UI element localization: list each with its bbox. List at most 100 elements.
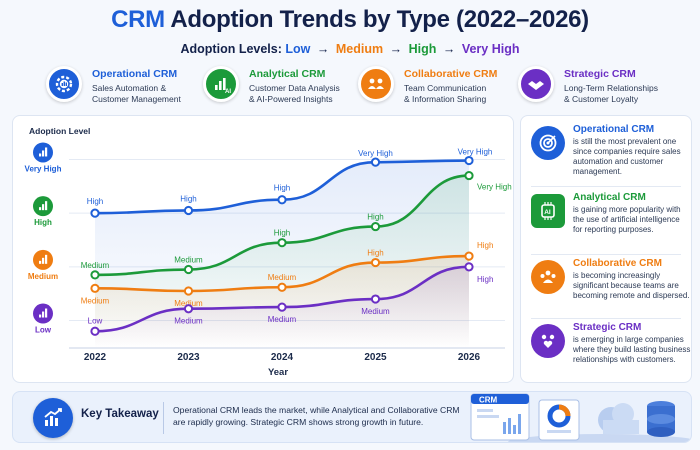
insight-name: Operational CRM	[573, 124, 655, 135]
divider	[531, 254, 681, 255]
insight-operational: Operational CRM is still the most preval…	[527, 122, 687, 184]
arrow-icon: →	[316, 42, 330, 56]
team-icon	[358, 66, 394, 102]
insight-description: is emerging in large companies where the…	[573, 335, 691, 364]
icon-bar	[45, 254, 48, 264]
data-label: Medium	[81, 261, 110, 270]
data-point	[90, 208, 100, 218]
insight-description: is gaining more popularity with the use …	[573, 205, 681, 234]
insight-description: is becoming increasingly significant bec…	[573, 271, 690, 300]
level-very-high: Very High	[461, 42, 520, 56]
arrow-icon: →	[442, 42, 456, 56]
icon-bar	[39, 207, 42, 211]
data-label: Medium	[81, 296, 110, 305]
data-label: Very High	[458, 148, 493, 157]
icon-bar	[42, 150, 45, 157]
data-label: High	[87, 197, 103, 206]
data-label: Medium	[174, 256, 203, 265]
icon-bar	[45, 147, 48, 157]
data-label: Medium	[361, 307, 390, 316]
data-point	[90, 283, 100, 293]
icon-bar	[45, 308, 48, 318]
x-axis-title: Year	[268, 367, 288, 378]
icon-bar	[39, 260, 42, 264]
type-name: Collaborative CRM	[404, 68, 498, 80]
data-point	[183, 304, 194, 314]
adoption-line-chart: Adoption Level Low Medium High Very High 2022…	[25, 126, 512, 378]
type-operational: Operational CRM Sales Automation & Custom…	[46, 64, 206, 108]
team-icon	[531, 260, 565, 294]
type-analytical: AI Analytical CRM Customer Data Analysis…	[203, 64, 363, 108]
handshake-icon	[518, 66, 554, 102]
page-title: CRM Adoption Trends by Type (2022–2026)	[0, 6, 700, 34]
y-tick-label: Very High	[25, 164, 62, 173]
x-tick-label: 2025	[364, 352, 387, 363]
data-point	[370, 257, 381, 268]
type-description: Customer Data Analysis & AI-Powered Insig…	[249, 83, 340, 104]
title-accent: CRM	[111, 6, 165, 33]
type-name: Operational CRM	[92, 68, 178, 80]
svg-text:AI: AI	[225, 89, 231, 95]
icon-bar	[42, 204, 45, 211]
series-line	[93, 174, 471, 277]
data-label: Medium	[268, 273, 297, 282]
data-point	[277, 238, 287, 248]
data-label: Very High	[358, 149, 393, 158]
takeaway-label: Key Takeaway	[81, 408, 159, 420]
insight-collaborative: Collaborative CRM is becoming increasing…	[527, 256, 690, 318]
growth-chart-icon	[33, 398, 73, 438]
divider	[531, 186, 681, 187]
gear-chart-icon	[46, 66, 82, 102]
insight-description: is still the most prevalent one since co…	[573, 137, 681, 176]
data-point	[183, 286, 194, 296]
svg-text:AI: AI	[544, 209, 551, 216]
type-name: Strategic CRM	[564, 68, 636, 80]
data-label: Low	[88, 316, 103, 325]
insight-name: Strategic CRM	[573, 322, 642, 333]
data-point	[90, 326, 100, 336]
data-point	[277, 282, 287, 292]
y-tick-label: High	[34, 218, 52, 227]
adoption-levels-legend: Adoption Levels: Low → Medium → High → V…	[0, 42, 700, 56]
type-collaborative: Collaborative CRM Team Communication & In…	[358, 64, 518, 108]
data-point	[277, 302, 287, 312]
crm-label: CRM	[479, 396, 498, 405]
arrow-icon: →	[389, 42, 403, 56]
data-point	[464, 155, 474, 166]
data-label: High	[477, 241, 493, 250]
data-label: Medium	[268, 315, 297, 324]
type-description: Long-Term Relationships & Customer Loyalt…	[564, 83, 659, 104]
type-name: Analytical CRM	[249, 68, 326, 80]
data-label: Medium	[174, 317, 203, 326]
type-strategic: Strategic CRM Long-Term Relationships & C…	[518, 64, 678, 108]
level-medium: Medium	[335, 42, 384, 56]
key-takeaway-banner: Key Takeaway Operational CRM leads the m…	[12, 391, 692, 443]
data-label: High	[367, 213, 383, 222]
icon-bar	[42, 257, 45, 264]
x-tick-label: 2024	[271, 352, 294, 363]
takeaway-text: Operational CRM leads the market, while …	[173, 405, 460, 427]
type-description: Sales Automation & Customer Management	[92, 83, 181, 104]
data-point	[464, 170, 474, 181]
people-heart-icon	[531, 324, 565, 358]
chart-panel: Adoption Level Low Medium High Very High 2022…	[12, 115, 514, 383]
data-point	[370, 294, 381, 304]
data-label: High	[477, 275, 493, 284]
crm-type-legend: Operational CRM Sales Automation & Custom…	[46, 64, 690, 108]
x-tick-label: 2026	[458, 352, 481, 363]
ai-chip-icon: AI	[531, 194, 565, 228]
data-point	[90, 270, 100, 280]
crm-dashboard-illustration: CRM	[470, 393, 691, 442]
divider	[163, 402, 164, 434]
insight-strategic: Strategic CRM is emerging in large compa…	[527, 320, 690, 382]
icon-bar	[45, 201, 48, 211]
data-label: Medium	[174, 299, 203, 308]
data-point	[370, 221, 381, 232]
x-tick-label: 2023	[177, 352, 200, 363]
data-point	[464, 251, 474, 261]
y-tick-label: Medium	[28, 272, 58, 281]
icon-bar	[39, 153, 42, 157]
data-point	[183, 205, 194, 216]
data-label: High	[274, 229, 290, 238]
level-low: Low	[285, 42, 311, 56]
